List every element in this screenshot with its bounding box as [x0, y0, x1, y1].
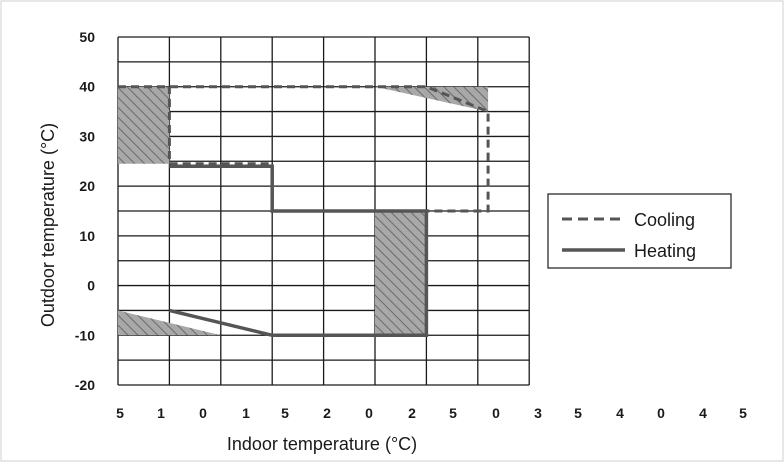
x-tick-label: 1: [242, 405, 250, 421]
x-tick-label: 2: [408, 405, 416, 421]
shaded-region: [118, 86, 170, 164]
x-tick-label: 5: [281, 405, 289, 421]
x-tick-label: 1: [157, 405, 165, 421]
y-tick-label: 50: [79, 29, 95, 45]
x-tick-label: 5: [116, 405, 124, 421]
legend-label-cooling: Cooling: [634, 210, 695, 230]
legend-label-heating: Heating: [634, 241, 696, 261]
y-tick-label: 30: [79, 128, 95, 144]
shaded-region: [375, 86, 489, 112]
x-tick-label: 0: [492, 405, 500, 421]
x-tick-label: 5: [449, 405, 457, 421]
x-axis-label: Indoor temperature (°C): [227, 434, 417, 454]
x-tick-label: 0: [365, 405, 373, 421]
x-tick-label: 3: [534, 405, 542, 421]
x-tick-label: 0: [657, 405, 665, 421]
legend-box: [547, 193, 732, 269]
shaded-region: [375, 211, 427, 336]
y-tick-label: -10: [75, 327, 95, 343]
y-tick-labels: 50 40 30 20 10 0 -10 -20: [75, 29, 95, 393]
shaded-region: [118, 310, 221, 336]
series-lines: [118, 85, 490, 338]
x-tick-label: 4: [699, 405, 707, 421]
y-tick-label: 40: [79, 79, 95, 95]
y-tick-label: 20: [79, 178, 95, 194]
legend: Cooling Heating: [547, 193, 732, 269]
series-line-cooling: [118, 85, 490, 213]
series-line-heating: [168, 164, 429, 338]
shaded-regions: [118, 86, 489, 336]
y-tick-label: -20: [75, 377, 95, 393]
y-tick-label: 0: [87, 278, 95, 294]
x-tick-labels: 5 1 0 1 5 2 0 2 5 0 3 5 4 0 4 5: [116, 405, 747, 421]
y-tick-label: 10: [79, 228, 95, 244]
x-tick-label: 0: [199, 405, 207, 421]
x-tick-label: 2: [323, 405, 331, 421]
x-tick-label: 4: [616, 405, 624, 421]
y-axis-label: Outdoor temperature (°C): [38, 123, 58, 327]
x-tick-label: 5: [574, 405, 582, 421]
x-tick-label: 5: [739, 405, 747, 421]
